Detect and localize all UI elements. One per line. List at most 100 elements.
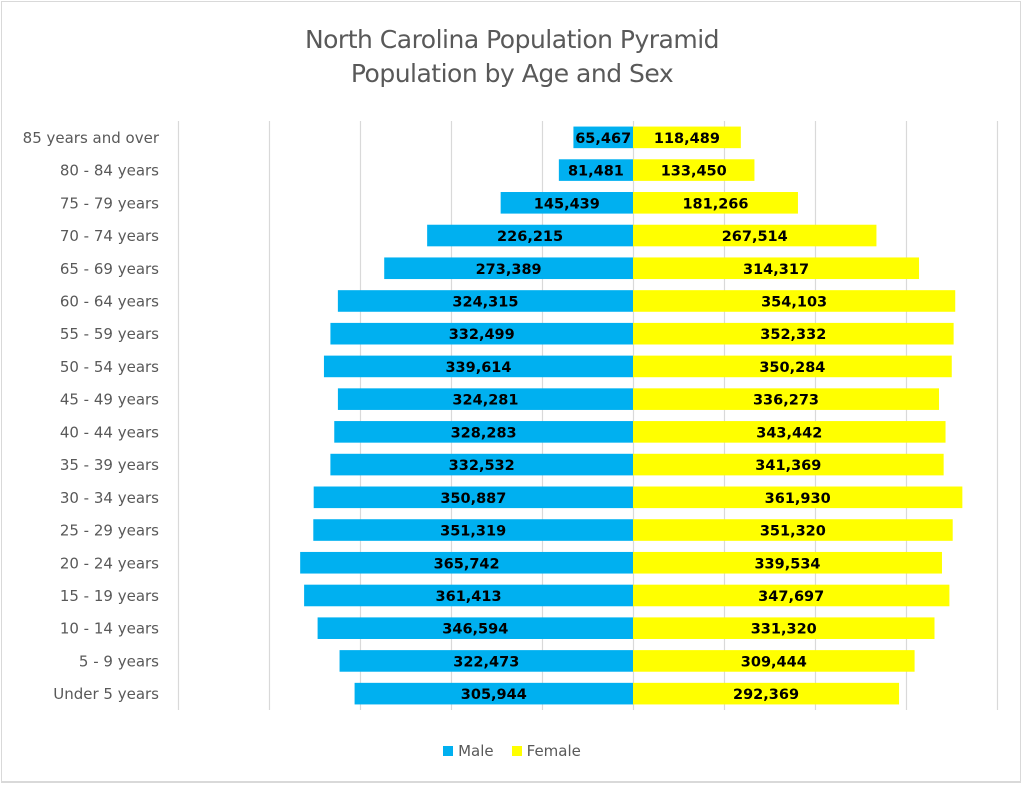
female-bar[interactable] — [633, 421, 946, 443]
male-bar[interactable] — [384, 257, 633, 280]
male-data-label: 324,281 — [452, 393, 518, 409]
female-data-label: 292,369 — [733, 687, 799, 703]
male-data-label: 339,614 — [445, 360, 511, 376]
female-bar[interactable] — [633, 486, 963, 509]
legend: Male Female — [0, 742, 1024, 760]
category-label: 50 - 54 years — [60, 358, 159, 376]
male-bar[interactable] — [339, 650, 633, 672]
female-bar[interactable] — [633, 257, 920, 280]
male-bar[interactable] — [330, 453, 633, 476]
female-data-label: 350,284 — [759, 360, 825, 376]
female-data-label: 339,534 — [754, 556, 820, 572]
male-bar[interactable] — [334, 421, 633, 443]
gridlines — [177, 121, 999, 710]
bars — [300, 126, 963, 705]
female-data-label: 354,103 — [761, 294, 827, 310]
legend-label-female: Female — [526, 742, 581, 760]
male-data-label: 145,439 — [534, 196, 600, 212]
category-label: 45 - 49 years — [60, 391, 159, 409]
male-bar[interactable] — [313, 486, 633, 509]
legend-swatch-female — [511, 746, 522, 756]
female-bar[interactable] — [633, 584, 950, 607]
female-bar[interactable] — [633, 682, 900, 705]
female-bar[interactable] — [633, 126, 741, 149]
male-bar[interactable] — [304, 584, 633, 607]
male-bar[interactable] — [337, 290, 633, 312]
female-bar[interactable] — [633, 388, 940, 410]
male-data-label: 332,499 — [449, 327, 515, 343]
category-label: 40 - 44 years — [60, 423, 159, 441]
male-data-label: 365,742 — [434, 556, 500, 572]
chart-subtitle: Population by Age and Sex — [350, 59, 674, 88]
female-bar[interactable] — [633, 617, 935, 639]
category-labels: 85 years and over 80 - 84 years 75 - 79 ye… — [23, 129, 160, 703]
legend-item-male[interactable]: Male — [443, 742, 494, 760]
male-bar[interactable] — [300, 551, 633, 574]
male-data-label: 273,389 — [476, 262, 542, 278]
category-label: 25 - 29 years — [60, 522, 159, 540]
female-bar[interactable] — [633, 453, 944, 476]
male-data-label: 351,319 — [440, 524, 506, 540]
male-data-label: 346,594 — [442, 622, 508, 638]
female-bar[interactable] — [633, 224, 877, 247]
male-bar[interactable] — [317, 617, 633, 639]
category-label: 80 - 84 years — [60, 162, 159, 180]
data-labels: 65,467 81,481 145,439 226,215 273,389 324,315… — [434, 131, 831, 703]
female-data-label: 267,514 — [722, 229, 788, 245]
category-label: 20 - 24 years — [60, 554, 159, 572]
female-data-label: 309,444 — [741, 654, 807, 670]
male-data-label: 322,473 — [453, 654, 519, 670]
male-bar[interactable] — [330, 322, 633, 345]
female-bar[interactable] — [633, 290, 956, 312]
male-data-label: 305,944 — [461, 687, 527, 703]
category-label: 15 - 19 years — [60, 587, 159, 605]
category-label: 5 - 9 years — [79, 652, 159, 670]
female-data-label: 336,273 — [753, 393, 819, 409]
category-label: 35 - 39 years — [60, 456, 159, 474]
chart-title: North Carolina Population Pyramid — [304, 25, 720, 54]
legend-item-female[interactable]: Female — [511, 742, 581, 760]
category-label: 30 - 34 years — [60, 489, 159, 507]
male-bar[interactable] — [573, 126, 633, 149]
male-data-label: 361,413 — [436, 589, 502, 605]
female-bar[interactable] — [633, 650, 915, 672]
female-bar[interactable] — [633, 192, 798, 214]
male-bar[interactable] — [500, 192, 633, 214]
female-data-label: 351,320 — [760, 524, 826, 540]
female-data-label: 331,320 — [751, 622, 817, 638]
male-bar[interactable] — [354, 682, 633, 705]
male-bar[interactable] — [337, 388, 633, 410]
female-data-label: 352,332 — [760, 327, 826, 343]
female-bar[interactable] — [633, 159, 755, 181]
female-data-label: 181,266 — [682, 196, 748, 212]
male-data-label: 328,283 — [451, 425, 517, 441]
category-label: 65 - 69 years — [60, 260, 159, 278]
male-data-label: 81,481 — [568, 164, 624, 180]
male-bar[interactable] — [313, 519, 633, 541]
female-bar[interactable] — [633, 355, 952, 378]
female-data-label: 347,697 — [758, 589, 824, 605]
category-label: 85 years and over — [23, 129, 160, 147]
category-label: 70 - 74 years — [60, 227, 159, 245]
male-bar[interactable] — [427, 224, 633, 247]
female-data-label: 314,317 — [743, 262, 809, 278]
female-data-label: 341,369 — [755, 458, 821, 474]
female-data-label: 343,442 — [756, 425, 822, 441]
male-bar[interactable] — [558, 159, 633, 181]
category-label: Under 5 years — [53, 685, 159, 703]
male-data-label: 65,467 — [575, 131, 631, 147]
female-bar[interactable] — [633, 519, 953, 541]
female-bar[interactable] — [633, 551, 942, 574]
legend-swatch-male — [443, 746, 454, 756]
legend-label-male: Male — [458, 742, 494, 760]
male-data-label: 350,887 — [440, 491, 506, 507]
male-data-label: 324,315 — [452, 294, 518, 310]
male-bar[interactable] — [323, 355, 633, 378]
female-bar[interactable] — [633, 322, 954, 345]
category-label: 55 - 59 years — [60, 325, 159, 343]
category-label: 75 - 79 years — [60, 194, 159, 212]
female-data-label: 118,489 — [654, 131, 720, 147]
male-data-label: 332,532 — [449, 458, 515, 474]
female-data-label: 361,930 — [765, 491, 831, 507]
